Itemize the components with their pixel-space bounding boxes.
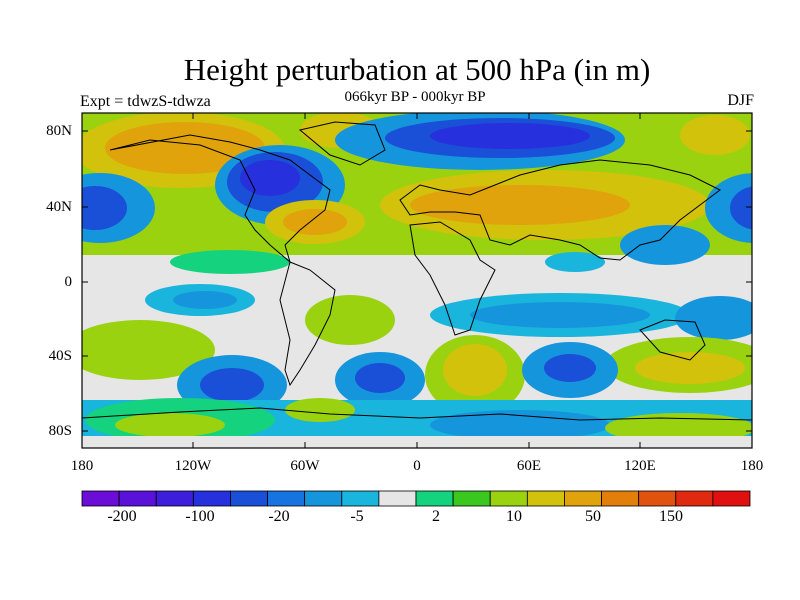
lat-tick-80s: 80S bbox=[48, 423, 72, 439]
colorbar-label: 2 bbox=[432, 508, 440, 525]
colorbar-swatch bbox=[489, 490, 528, 507]
lat-tick-0: 0 bbox=[64, 274, 73, 290]
colorbar-swatch bbox=[564, 490, 602, 507]
season-label: DJF bbox=[727, 92, 754, 109]
axis-ticks bbox=[82, 113, 752, 448]
lon-tick-120w: 120W bbox=[174, 458, 212, 474]
colorbar-label: 150 bbox=[659, 508, 683, 525]
map-subtitle: 066kyr BP - 000kyr BP bbox=[344, 89, 486, 105]
colorbar-swatch bbox=[341, 490, 380, 507]
lat-tick-40n: 40N bbox=[46, 199, 72, 215]
lon-tick-120e: 120E bbox=[624, 458, 656, 474]
coastlines bbox=[82, 121, 752, 421]
colorbar-swatch bbox=[415, 490, 454, 507]
lon-tick-60e: 60E bbox=[516, 458, 542, 474]
colorbar-swatch bbox=[526, 490, 565, 507]
colorbar-label: 50 bbox=[585, 508, 601, 525]
colorbar-label: -200 bbox=[107, 508, 137, 525]
colorbar-label: -100 bbox=[185, 508, 215, 525]
colorbar-swatch bbox=[230, 490, 268, 507]
colorbar bbox=[81, 490, 751, 507]
colorbar-swatch bbox=[155, 490, 194, 507]
colorbar-swatch bbox=[118, 490, 157, 507]
lat-tick-40s: 40S bbox=[48, 348, 72, 364]
colorbar-swatch bbox=[675, 490, 714, 507]
colorbar-swatch bbox=[452, 490, 491, 507]
lat-tick-80n: 80N bbox=[46, 123, 72, 139]
colorbar-label: -20 bbox=[268, 508, 290, 525]
colorbar-swatch bbox=[378, 490, 417, 507]
contour-field bbox=[82, 113, 752, 448]
experiment-label: Expt = tdwzS-tdwza bbox=[80, 93, 211, 110]
lon-tick-0: 0 bbox=[413, 458, 421, 474]
colorbar-swatch bbox=[267, 490, 306, 507]
map-title: Height perturbation at 500 hPa (in m) bbox=[183, 52, 651, 87]
colorbar-swatch bbox=[638, 490, 677, 507]
lon-tick-180e: 180 bbox=[740, 458, 764, 474]
lon-tick-60w: 60W bbox=[290, 458, 320, 474]
colorbar-swatch bbox=[81, 490, 120, 507]
lon-tick-180w: 180 bbox=[70, 458, 94, 474]
colorbar-swatch bbox=[304, 490, 343, 507]
colorbar-swatch bbox=[192, 490, 231, 507]
colorbar-label: 10 bbox=[506, 508, 522, 525]
colorbar-label: -5 bbox=[350, 508, 364, 525]
colorbar-swatch bbox=[712, 490, 751, 507]
colorbar-swatch bbox=[601, 490, 640, 507]
